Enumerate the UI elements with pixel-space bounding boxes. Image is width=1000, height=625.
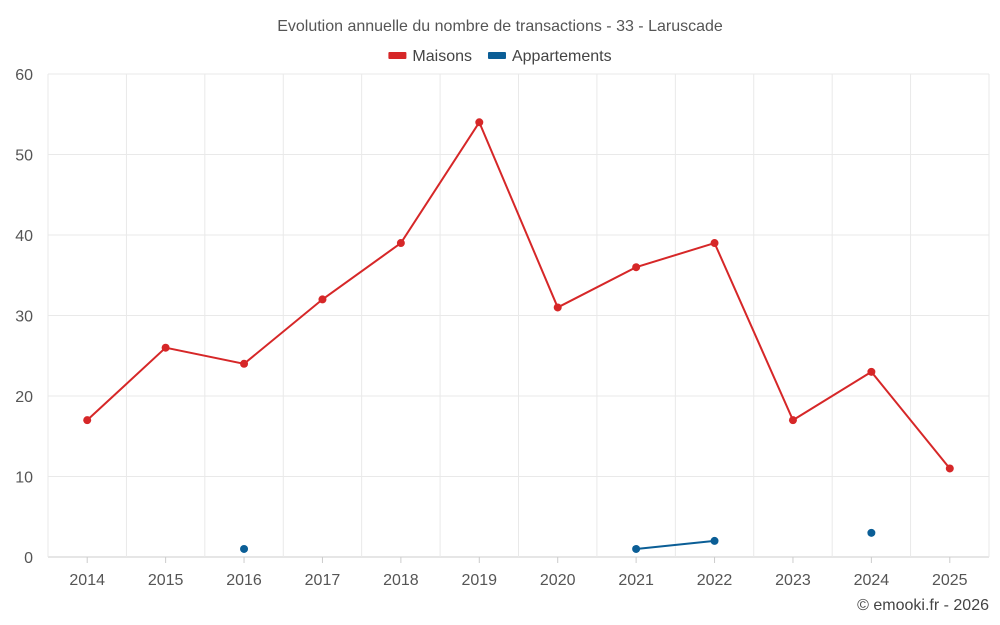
data-point-maisons[interactable] xyxy=(83,416,92,425)
data-point-maisons[interactable] xyxy=(788,416,797,425)
data-point-maisons[interactable] xyxy=(396,239,405,248)
x-tick-label: 2017 xyxy=(305,572,341,589)
legend-item-appartements[interactable]: Appartements xyxy=(487,48,612,65)
y-tick-label: 40 xyxy=(15,228,33,245)
data-point-maisons[interactable] xyxy=(318,295,327,304)
y-axis: 0 10 20 30 40 50 60 xyxy=(15,67,33,567)
x-tick-label: 2018 xyxy=(383,572,419,589)
x-tick-label: 2020 xyxy=(540,572,576,589)
x-tick-label: 2016 xyxy=(226,572,262,589)
series-line-appartements xyxy=(636,539,715,550)
data-point-maisons[interactable] xyxy=(475,118,484,127)
x-tick-label: 2015 xyxy=(148,572,184,589)
x-axis: 2014 2015 2016 2017 2018 2019 2020 2021 2022 2023… xyxy=(69,557,968,589)
data-point-maisons[interactable] xyxy=(240,359,249,368)
chart-title: Evolution annuelle du nombre de transact… xyxy=(277,18,723,35)
y-tick-label: 30 xyxy=(15,309,33,326)
credit-text: © emooki.fr - 2026 xyxy=(857,597,989,614)
data-point-maisons[interactable] xyxy=(710,239,719,248)
legend-swatch xyxy=(388,52,407,59)
series-group xyxy=(83,118,954,553)
data-point-maisons[interactable] xyxy=(632,263,641,272)
x-tick-label: 2024 xyxy=(854,572,890,589)
x-tick-label: 2014 xyxy=(69,572,105,589)
y-tick-label: 10 xyxy=(15,470,33,487)
data-point-appartements[interactable] xyxy=(867,528,876,537)
data-point-appartements[interactable] xyxy=(632,544,641,553)
y-tick-label: 0 xyxy=(24,550,33,567)
y-tick-label: 20 xyxy=(15,389,33,406)
data-point-maisons[interactable] xyxy=(867,367,876,376)
series-maisons xyxy=(83,118,954,473)
y-tick-label: 50 xyxy=(15,148,33,165)
data-point-maisons[interactable] xyxy=(945,464,954,473)
data-point-appartements[interactable] xyxy=(710,536,719,545)
legend-item-maisons[interactable]: Maisons xyxy=(388,48,472,65)
y-tick-label: 60 xyxy=(15,67,33,84)
data-point-maisons[interactable] xyxy=(553,303,562,312)
legend: Maisons Appartements xyxy=(388,48,612,65)
legend-swatch xyxy=(487,52,506,59)
x-tick-label: 2023 xyxy=(775,572,811,589)
data-point-appartements[interactable] xyxy=(240,544,249,553)
x-tick-label: 2022 xyxy=(697,572,733,589)
series-line-maisons xyxy=(86,120,951,470)
legend-label: Appartements xyxy=(512,48,612,65)
x-tick-label: 2019 xyxy=(461,572,497,589)
x-tick-label: 2025 xyxy=(932,572,968,589)
grid xyxy=(47,73,990,558)
series-appartements xyxy=(240,528,876,553)
legend-label: Maisons xyxy=(412,48,472,65)
data-point-maisons[interactable] xyxy=(161,343,170,352)
x-tick-label: 2021 xyxy=(618,572,654,589)
